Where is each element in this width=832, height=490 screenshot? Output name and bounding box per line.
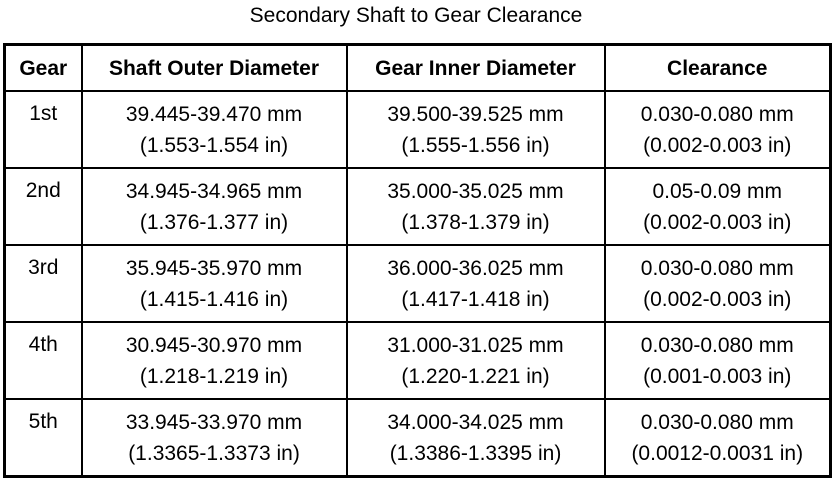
table-cell: 39.445-39.470 mm (1.553-1.554 in) — [80, 90, 348, 169]
cell-line: 0.030-0.080 mm — [640, 102, 794, 126]
cell-line: 34.945-34.965 mm — [125, 179, 303, 203]
header-cell: Gear Inner Diameter — [345, 43, 606, 92]
cell-line: (0.0012-0.0031 in) — [631, 441, 804, 465]
cell-line: (1.3365-1.3373 in) — [128, 441, 300, 465]
cell-line: 0.030-0.080 mm — [640, 410, 794, 434]
table-cell: 36.000-36.025 mm (1.417-1.418 in) — [345, 244, 606, 323]
gear-cell: 5th — [3, 398, 83, 478]
gear-cell: 2nd — [3, 167, 83, 246]
table-cell: 0.030-0.080 mm (0.0012-0.0031 in) — [603, 398, 832, 478]
cell-line: (0.002-0.003 in) — [643, 210, 792, 234]
cell-line: (1.415-1.416 in) — [139, 287, 289, 311]
header-cell: Clearance — [603, 43, 832, 92]
cell-line: (1.553-1.554 in) — [139, 133, 289, 157]
table-cell: 0.030-0.080 mm (0.002-0.003 in) — [603, 244, 832, 323]
table-cell: 0.030-0.080 mm (0.001-0.003 in) — [603, 321, 832, 400]
table-cell: 34.000-34.025 mm (1.3386-1.3395 in) — [345, 398, 606, 478]
header-row: Gear Shaft Outer Diameter Gear Inner Diame… — [3, 43, 832, 92]
table-cell: 0.05-0.09 mm (0.002-0.003 in) — [603, 167, 832, 246]
table-body: 1st 39.445-39.470 mm (1.553-1.554 in) 39.50… — [3, 90, 832, 478]
cell-line: 36.000-36.025 mm — [387, 256, 564, 280]
gear-cell: 3rd — [3, 244, 83, 323]
cell-line: 0.05-0.09 mm — [652, 179, 783, 203]
table-row: 4th 30.945-30.970 mm (1.218-1.219 in) 31.00… — [3, 321, 832, 400]
table-cell: 35.000-35.025 mm (1.378-1.379 in) — [345, 167, 606, 246]
table-row: 5th 33.945-33.970 mm (1.3365-1.3373 in) 34.… — [3, 398, 832, 478]
cell-line: 39.500-39.525 mm — [387, 102, 564, 126]
cell-line: 31.000-31.025 mm — [387, 333, 564, 357]
table-cell: 39.500-39.525 mm (1.555-1.556 in) — [345, 90, 606, 169]
cell-line: 0.030-0.080 mm — [640, 333, 794, 357]
cell-line: (1.376-1.377 in) — [139, 210, 289, 234]
table-cell: 35.945-35.970 mm (1.415-1.416 in) — [80, 244, 348, 323]
cell-line: (1.417-1.418 in) — [401, 287, 550, 311]
cell-line: (0.002-0.003 in) — [643, 133, 792, 157]
table-row: 3rd 35.945-35.970 mm (1.415-1.416 in) 36.00… — [3, 244, 832, 323]
table-title: Secondary Shaft to Gear Clearance — [249, 4, 583, 27]
table-cell: 34.945-34.965 mm (1.376-1.377 in) — [80, 167, 348, 246]
cell-line: (1.378-1.379 in) — [401, 210, 550, 234]
cell-line: (0.001-0.003 in) — [643, 364, 792, 388]
cell-line: (1.218-1.219 in) — [139, 364, 289, 388]
header-cell: Shaft Outer Diameter — [80, 43, 348, 92]
cell-line: 30.945-30.970 mm — [125, 333, 303, 357]
cell-line: 33.945-33.970 mm — [125, 410, 303, 434]
table-cell: 0.030-0.080 mm (0.002-0.003 in) — [603, 90, 832, 169]
table-cell: 31.000-31.025 mm (1.220-1.221 in) — [345, 321, 606, 400]
cell-line: (0.002-0.003 in) — [643, 287, 792, 311]
cell-line: (1.220-1.221 in) — [401, 364, 550, 388]
cell-line: (1.3386-1.3395 in) — [389, 441, 562, 465]
table-row: 1st 39.445-39.470 mm (1.553-1.554 in) 39.50… — [3, 90, 832, 169]
cell-line: 35.000-35.025 mm — [387, 179, 564, 203]
cell-line: (1.555-1.556 in) — [401, 133, 550, 157]
cell-line: 34.000-34.025 mm — [387, 410, 564, 434]
table-row: 2nd 34.945-34.965 mm (1.376-1.377 in) 35.00… — [3, 167, 832, 246]
table-cell: 30.945-30.970 mm (1.218-1.219 in) — [80, 321, 348, 400]
gear-cell: 1st — [3, 90, 83, 169]
table-cell: 33.945-33.970 mm (1.3365-1.3373 in) — [80, 398, 348, 478]
header-cell: Gear — [3, 43, 83, 92]
cell-line: 35.945-35.970 mm — [125, 256, 303, 280]
clearance-table: Gear Shaft Outer Diameter Gear Inner Diame… — [3, 43, 832, 478]
gear-cell: 4th — [3, 321, 83, 400]
cell-line: 0.030-0.080 mm — [640, 256, 794, 280]
cell-line: 39.445-39.470 mm — [125, 102, 303, 126]
